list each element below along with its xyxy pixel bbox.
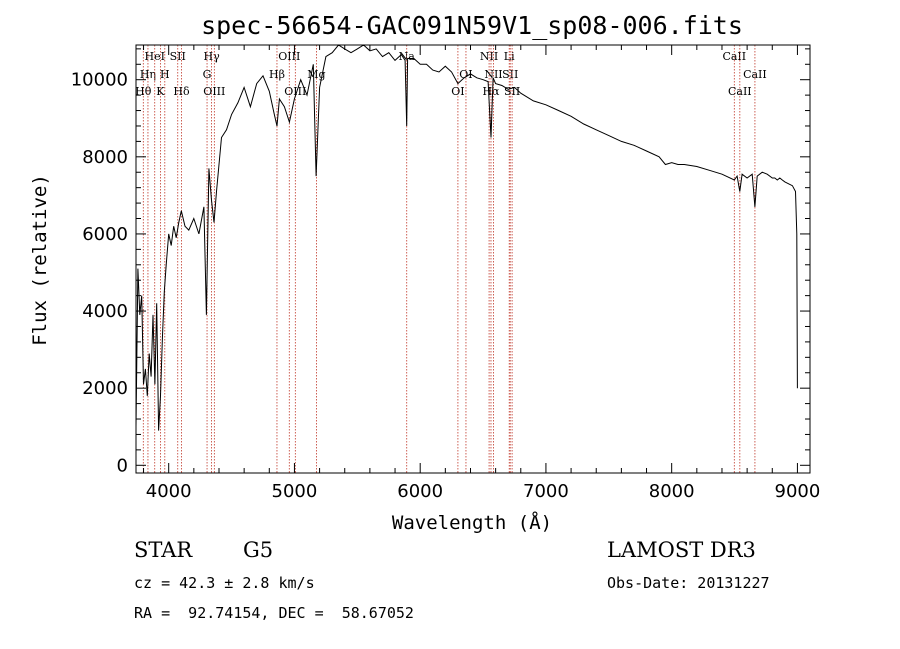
y-tick-label: 2000 (82, 378, 128, 399)
x-axis-label: Wavelength (Å) (392, 511, 552, 534)
y-tick-label: 4000 (82, 301, 128, 322)
y-tick-label: 0 (117, 455, 128, 476)
x-tick-label: 9000 (775, 481, 821, 502)
line-marker-label: Hδ (173, 85, 190, 98)
y-tick-label: 8000 (82, 147, 128, 168)
line-marker-label: OI (451, 85, 464, 98)
x-tick-label: 5000 (272, 481, 318, 502)
y-axis-label: Flux (relative) (29, 174, 51, 346)
line-marker-label: Hβ (269, 68, 285, 81)
line-marker-label: OIII (278, 50, 300, 63)
line-marker-label: K (156, 85, 165, 98)
object-class: STAR (134, 538, 193, 562)
line-marker-label: OIII (203, 85, 225, 98)
line-marker-label: OIII (284, 85, 306, 98)
line-marker-label: Hα (482, 85, 500, 98)
x-tick-label: 4000 (146, 481, 192, 502)
line-marker-label: SII (502, 68, 518, 81)
line-marker-label: Li (504, 50, 515, 63)
line-marker-label: NII (484, 68, 502, 81)
plot-frame (135, 44, 811, 474)
chart-title: spec-56654-GAC091N59V1_sp08-006.fits (201, 11, 743, 40)
line-marker-label: CaII (728, 85, 752, 98)
x-tick-label: 6000 (397, 481, 443, 502)
survey-name: LAMOST DR3 (607, 538, 756, 562)
line-marker-label: Hθ (135, 85, 152, 98)
line-marker-label: CaII (743, 68, 767, 81)
line-marker-label: G (203, 68, 212, 81)
x-tick-label: 8000 (649, 481, 695, 502)
line-marker-label: OI (459, 68, 472, 81)
x-tick-label: 7000 (523, 481, 569, 502)
spectral-line-markers: HθHηHeIKHSIIHδHγGOIIIHβOIIIOIIIMgNaOIOIN… (135, 45, 767, 473)
axis-ticks: 4000 5000 6000 7000 8000 9000 0 2000 4000 6000 800… (71, 45, 821, 502)
line-marker-label: H (160, 68, 170, 81)
line-marker-label: NII (480, 50, 498, 63)
y-tick-label: 6000 (82, 224, 128, 245)
y-tick-label: 10000 (71, 70, 128, 91)
coordinates: RA = 92.74154, DEC = 58.67052 (134, 604, 414, 622)
line-marker-label: SII (170, 50, 186, 63)
line-marker-label: HeI (145, 50, 165, 63)
line-marker-label: Hγ (203, 50, 220, 63)
redshift-readout: cz = 42.3 ± 2.8 km/s (134, 574, 315, 592)
line-marker-label: CaII (722, 50, 746, 63)
line-marker-label: Hη (140, 68, 156, 81)
spectrum-series-line (135, 44, 798, 431)
obs-date: Obs-Date: 20131227 (607, 574, 770, 592)
line-marker-label: SII (504, 85, 520, 98)
object-subclass: G5 (243, 538, 274, 562)
line-marker-label: Na (399, 50, 416, 63)
